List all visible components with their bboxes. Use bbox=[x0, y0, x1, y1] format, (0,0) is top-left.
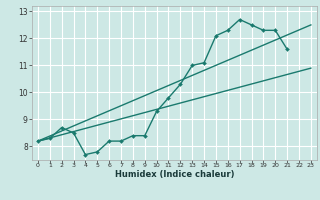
X-axis label: Humidex (Indice chaleur): Humidex (Indice chaleur) bbox=[115, 170, 234, 179]
